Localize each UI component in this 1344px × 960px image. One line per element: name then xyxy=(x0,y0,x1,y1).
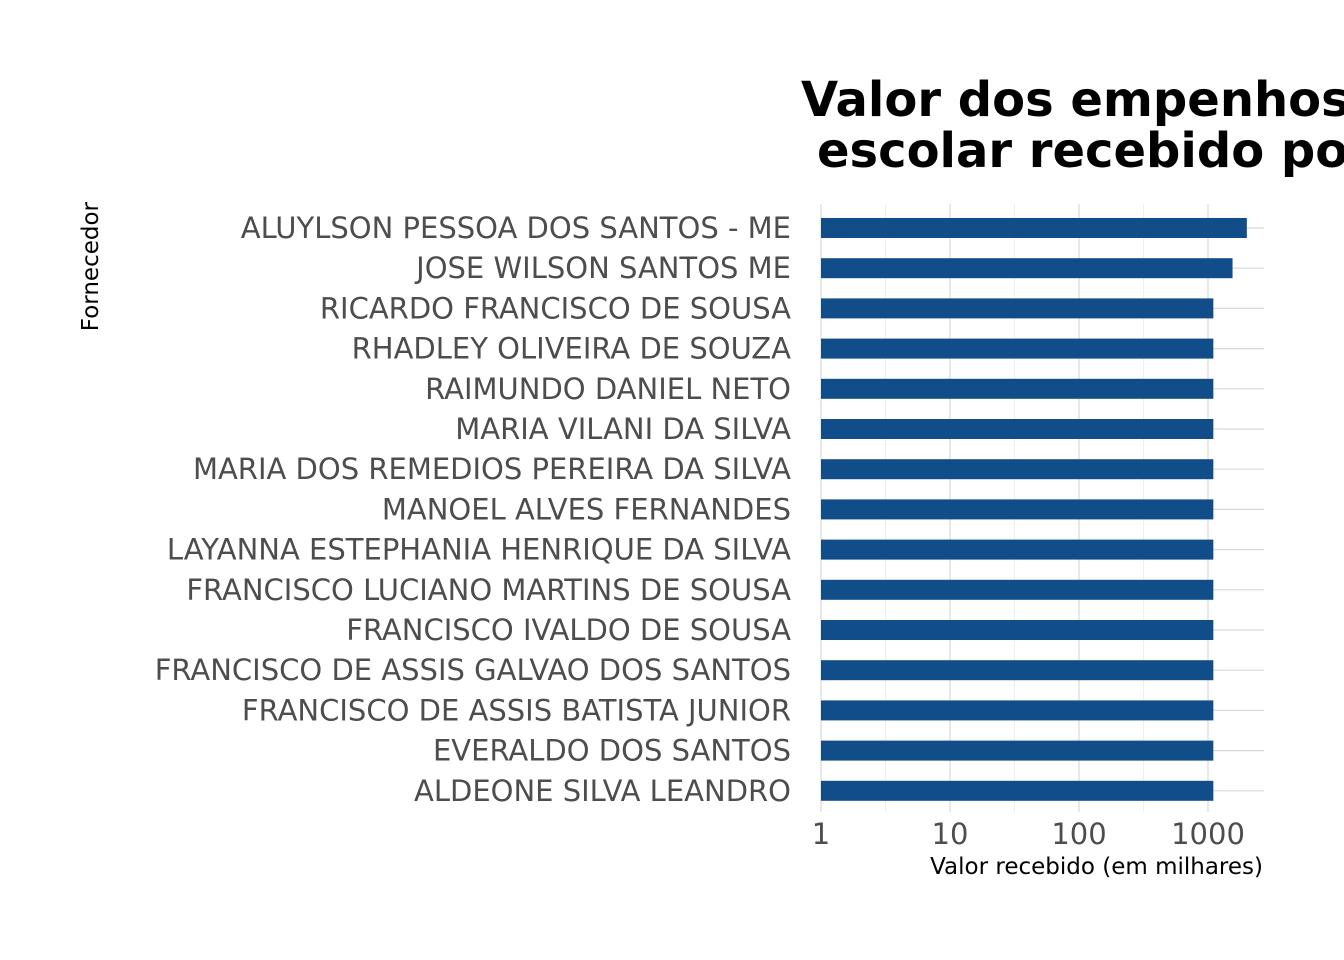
x-axis-title: Valor recebido (em milhares) xyxy=(930,854,1263,880)
bar xyxy=(821,740,1214,761)
bar xyxy=(821,338,1214,359)
category-label: MARIA DOS REMEDIOS PEREIRA DA SILVA xyxy=(193,452,791,486)
category-label: ALDEONE SILVA LEANDRO xyxy=(414,774,791,808)
category-label: RHADLEY OLIVEIRA DE SOUZA xyxy=(352,332,792,366)
bar xyxy=(821,218,1247,238)
category-label: FRANCISCO DE ASSIS GALVAO DOS SANTOS xyxy=(155,653,791,687)
category-labels: ALUYLSON PESSOA DOS SANTOS - ME JOSE WILS… xyxy=(155,211,791,808)
bar xyxy=(821,499,1214,520)
category-label: RICARDO FRANCISCO DE SOUSA xyxy=(320,291,791,325)
x-tick-label: 10 xyxy=(932,817,969,851)
bar xyxy=(821,258,1233,279)
bar xyxy=(821,620,1214,640)
bar xyxy=(821,419,1214,439)
category-label: FRANCISCO IVALDO DE SOUSA xyxy=(346,613,791,647)
category-label: LAYANNA ESTEPHANIA HENRIQUE DA SILVA xyxy=(167,533,791,567)
x-tick-label: 1000 xyxy=(1171,817,1245,851)
bar xyxy=(821,378,1214,399)
category-label: FRANCISCO DE ASSIS BATISTA JUNIOR xyxy=(242,693,791,727)
bars xyxy=(821,218,1247,801)
bar xyxy=(821,539,1214,560)
category-label: FRANCISCO LUCIANO MARTINS DE SOUSA xyxy=(186,573,791,607)
category-label: MARIA VILANI DA SILVA xyxy=(455,412,791,446)
bar xyxy=(821,459,1214,480)
category-label: MANOEL ALVES FERNANDES xyxy=(382,492,791,526)
x-tick-label: 100 xyxy=(1051,817,1106,851)
bar xyxy=(821,700,1214,721)
bar xyxy=(821,298,1214,319)
y-axis-title: Fornecedor xyxy=(78,201,104,331)
category-label: EVERALDO DOS SANTOS xyxy=(433,734,791,768)
bar xyxy=(821,780,1214,801)
chart-title-line-2: escolar recebido po xyxy=(817,123,1344,179)
category-label: ALUYLSON PESSOA DOS SANTOS - ME xyxy=(241,211,791,245)
x-tick-label: 1 xyxy=(812,817,830,851)
chart-title-line-1: Valor dos empenhos xyxy=(801,72,1344,128)
category-label: RAIMUNDO DANIEL NETO xyxy=(425,372,791,406)
category-label: JOSE WILSON SANTOS ME xyxy=(414,251,791,285)
bar xyxy=(821,579,1214,600)
bar xyxy=(821,660,1214,681)
x-axis-tick-labels: 1 10 100 1000 xyxy=(812,817,1245,851)
